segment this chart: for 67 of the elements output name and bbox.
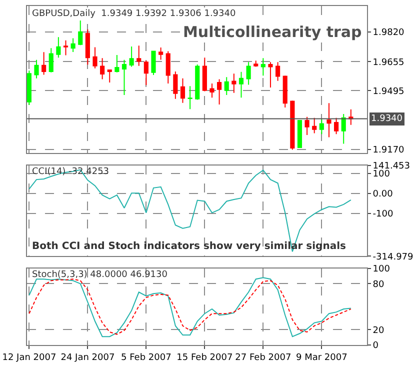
candlestick bbox=[202, 57, 207, 92]
candlestick bbox=[238, 71, 244, 98]
candlestick bbox=[158, 46, 164, 60]
x-tick-label: 27 Feb 2007 bbox=[235, 352, 292, 363]
candlestick bbox=[304, 116, 310, 136]
candlestick bbox=[166, 50, 170, 84]
y-tick-label: 1.9655 bbox=[372, 58, 404, 68]
candlestick bbox=[114, 54, 120, 73]
candlestick bbox=[42, 52, 46, 76]
ref-line-label: 1.9340 bbox=[371, 114, 403, 124]
candlestick bbox=[268, 62, 273, 88]
text: Multicollinearity trap bbox=[183, 23, 362, 41]
y-tick-label: 80 bbox=[372, 280, 385, 290]
candlestick bbox=[260, 58, 266, 76]
chart-subtitle: GBPUSD,Daily 1.9349 1.9392 1.9306 1.9340 bbox=[32, 9, 236, 19]
candlestick bbox=[312, 117, 317, 134]
candlestick bbox=[297, 120, 302, 149]
x-tick-label: 5 Feb 2007 bbox=[121, 352, 172, 363]
candlestick bbox=[122, 59, 127, 96]
candlestick bbox=[136, 45, 142, 66]
candlestick bbox=[27, 70, 32, 106]
x-tick-label: 24 Jan 2007 bbox=[60, 352, 115, 363]
y-tick-label: -314.979 bbox=[372, 252, 414, 262]
candlestick bbox=[246, 62, 251, 86]
line-series bbox=[28, 169, 352, 252]
candlestick bbox=[63, 40, 68, 56]
candlestick bbox=[173, 71, 178, 100]
y-tick-label: 100 bbox=[372, 170, 390, 180]
y-tick-label: 20 bbox=[372, 326, 385, 336]
candlestick bbox=[341, 114, 346, 144]
x-tick-label: 12 Jan 2007 bbox=[2, 352, 56, 363]
candlestick bbox=[188, 86, 192, 110]
candlestick bbox=[195, 64, 200, 100]
candlestick bbox=[92, 46, 98, 69]
candlestick bbox=[224, 76, 229, 96]
candlestick bbox=[78, 18, 83, 46]
candlestick bbox=[56, 36, 61, 58]
candlestick bbox=[48, 48, 54, 73]
y-tick-label: 1.9820 bbox=[372, 28, 405, 38]
candlestick bbox=[319, 118, 324, 135]
y-tick-label: 0 bbox=[372, 341, 379, 352]
y-tick-label: 100 bbox=[372, 264, 390, 275]
candlestick bbox=[326, 102, 332, 138]
candlestick bbox=[290, 100, 295, 150]
candlestick bbox=[254, 60, 258, 68]
y-tick-label: -100 bbox=[372, 210, 394, 220]
x-tick-label: 15 Feb 2007 bbox=[176, 352, 233, 363]
candlestick bbox=[85, 28, 90, 66]
candlestick bbox=[232, 73, 236, 94]
y-tick-label: 1.9495 bbox=[372, 86, 404, 97]
candlestick bbox=[107, 70, 112, 84]
candlestick bbox=[282, 75, 288, 108]
y-tick-label: 0.00 bbox=[372, 190, 394, 200]
candlestick bbox=[276, 62, 280, 82]
candlestick bbox=[180, 78, 186, 104]
candlestick bbox=[100, 58, 105, 80]
candlestick bbox=[217, 78, 222, 105]
y-tick-label: 1.9170 bbox=[372, 146, 405, 156]
y-tick-label: 141.453 bbox=[372, 161, 410, 172]
candlestick bbox=[70, 38, 76, 52]
candlestick bbox=[334, 117, 339, 135]
candlestick bbox=[34, 59, 39, 79]
candlestick bbox=[151, 50, 156, 76]
candlestick bbox=[129, 46, 134, 68]
candlestick bbox=[144, 60, 148, 86]
x-tick-label: 9 Mar 2007 bbox=[296, 352, 348, 363]
candlestick bbox=[210, 82, 214, 98]
